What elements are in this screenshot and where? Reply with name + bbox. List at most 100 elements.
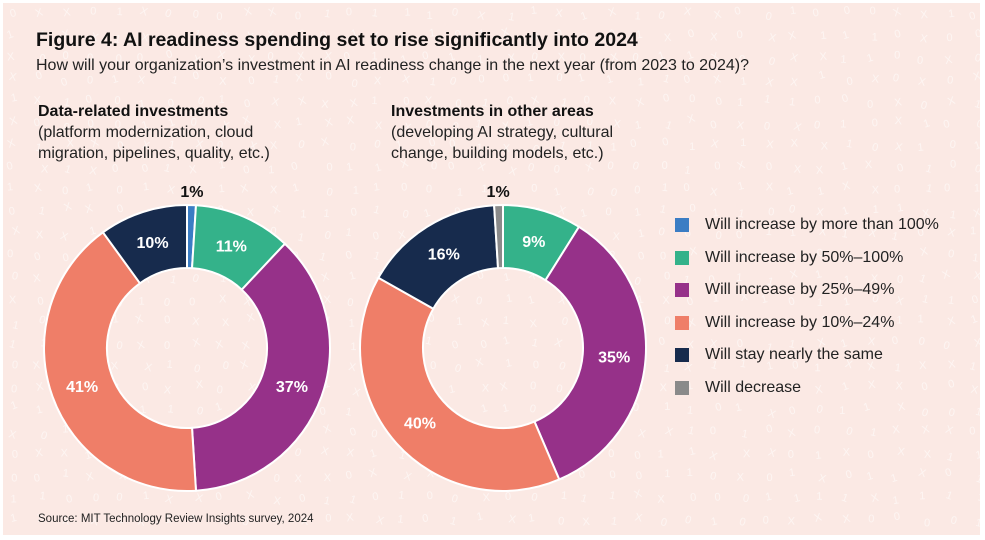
background-glyph: 1 <box>974 406 980 419</box>
background-glyph: 0 <box>634 184 641 196</box>
background-glyph: 1 <box>896 202 904 215</box>
background-glyph: 1 <box>502 334 511 347</box>
background-glyph: 0 <box>421 512 429 525</box>
background-glyph: 0 <box>556 72 564 85</box>
background-glyph: 0 <box>530 380 537 392</box>
background-glyph: X <box>297 50 307 63</box>
background-glyph: X <box>946 94 957 108</box>
background-glyph: X <box>919 245 929 258</box>
background-glyph: 0 <box>733 5 742 18</box>
background-glyph: 1 <box>140 119 149 132</box>
background-glyph: X <box>295 72 305 85</box>
background-glyph: 0 <box>578 468 587 481</box>
background-glyph: X <box>973 270 980 283</box>
background-glyph: 1 <box>323 8 331 21</box>
background-glyph: 1 <box>661 182 668 195</box>
background-glyph: 1 <box>839 337 848 350</box>
background-glyph: 0 <box>345 469 354 482</box>
background-glyph: 1 <box>946 451 955 464</box>
background-glyph: 0 <box>660 250 667 262</box>
legend-item-decrease: Will decrease <box>675 372 939 405</box>
background-glyph: 0 <box>8 205 16 218</box>
background-glyph: 1 <box>918 272 928 285</box>
background-glyph: X <box>137 74 147 87</box>
background-glyph: X <box>687 317 698 331</box>
background-glyph: X <box>85 470 95 483</box>
background-glyph: X <box>403 121 413 134</box>
background-glyph: 0 <box>815 403 824 416</box>
background-glyph: X <box>894 141 904 154</box>
background-glyph: 1 <box>531 337 540 350</box>
background-glyph: X <box>791 137 799 149</box>
background-glyph: 0 <box>657 226 666 239</box>
background-glyph: X <box>476 9 487 23</box>
background-glyph: 0 <box>141 381 149 394</box>
background-glyph: 1 <box>865 470 874 483</box>
background-glyph: 0 <box>844 468 853 481</box>
background-glyph: 1 <box>346 161 354 174</box>
background-glyph: X <box>709 338 718 351</box>
background-glyph: 0 <box>478 73 485 85</box>
background-glyph: X <box>399 157 410 171</box>
background-glyph: 0 <box>553 163 560 176</box>
background-glyph: 0 <box>767 472 773 484</box>
background-glyph: X <box>191 53 202 67</box>
background-glyph: 0 <box>323 229 332 242</box>
background-glyph: 0 <box>325 186 333 199</box>
background-glyph: 0 <box>36 295 44 308</box>
background-glyph: 1 <box>62 467 69 479</box>
background-glyph: X <box>324 472 332 484</box>
background-glyph: 0 <box>214 490 223 503</box>
background-glyph: X <box>941 268 953 282</box>
background-glyph: 0 <box>633 275 643 288</box>
background-glyph: X <box>894 295 905 309</box>
background-glyph: 1 <box>787 318 794 330</box>
background-glyph: 0 <box>454 28 463 41</box>
background-glyph: 0 <box>319 405 327 418</box>
background-glyph: X <box>866 360 876 373</box>
background-glyph: 0 <box>763 120 771 133</box>
background-glyph: X <box>789 268 800 281</box>
background-glyph: 0 <box>351 77 359 90</box>
background-glyph: 1 <box>166 359 173 371</box>
background-glyph: 1 <box>219 272 227 285</box>
background-glyph: 1 <box>398 449 407 462</box>
background-glyph: 0 <box>918 335 926 348</box>
legend-label: Will increase by 25%–49% <box>705 281 895 299</box>
background-glyph: 0 <box>714 491 721 504</box>
background-glyph: 0 <box>87 117 95 130</box>
background-glyph: 1 <box>138 98 145 111</box>
background-glyph: X <box>9 294 17 306</box>
background-glyph: 0 <box>970 293 980 306</box>
background-glyph: 0 <box>974 28 980 41</box>
background-glyph: 0 <box>141 162 150 175</box>
background-glyph: X <box>972 70 980 84</box>
background-glyph: 0 <box>65 493 74 506</box>
background-glyph: 1 <box>710 515 719 528</box>
source-note: Source: MIT Technology Review Insights s… <box>38 513 314 525</box>
background-glyph: X <box>973 336 980 349</box>
background-glyph: 1 <box>896 314 903 326</box>
legend-swatch <box>675 315 689 330</box>
background-glyph: X <box>944 54 954 67</box>
background-glyph: 1 <box>789 5 797 18</box>
background-glyph: 0 <box>891 334 900 347</box>
background-glyph: 0 <box>631 51 639 64</box>
background-glyph: 0 <box>116 340 124 353</box>
background-glyph: X <box>919 360 928 372</box>
background-glyph: X <box>351 386 362 400</box>
background-glyph: 0 <box>505 491 512 503</box>
background-glyph: 0 <box>840 92 850 105</box>
background-glyph: 1 <box>944 489 954 502</box>
legend-label: Will stay nearly the same <box>705 346 883 364</box>
background-glyph: X <box>36 29 44 41</box>
background-glyph: 1 <box>9 512 18 525</box>
background-glyph: 0 <box>816 247 826 260</box>
legend-swatch <box>675 348 689 363</box>
background-glyph: 1 <box>605 73 614 86</box>
background-glyph: X <box>657 494 665 506</box>
background-glyph: 0 <box>449 138 457 151</box>
background-glyph: 0 <box>195 405 204 418</box>
background-glyph: 1 <box>397 513 404 526</box>
background-glyph: X <box>766 382 777 396</box>
